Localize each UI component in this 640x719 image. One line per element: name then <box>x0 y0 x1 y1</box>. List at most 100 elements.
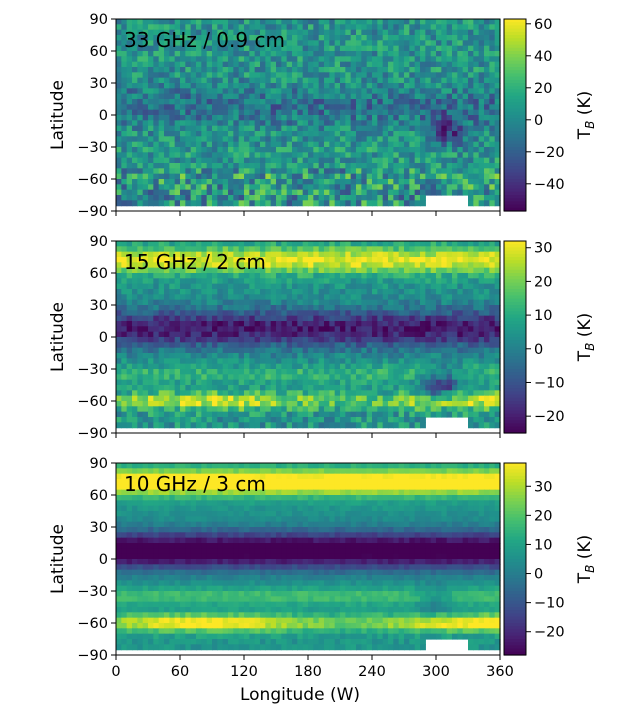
heatmap-cell <box>313 310 320 317</box>
heatmap-cell <box>484 241 490 247</box>
heatmap-cell <box>388 406 394 413</box>
heatmap-cell <box>457 99 464 105</box>
heatmap-cell <box>478 51 485 57</box>
heatmap-cell <box>462 411 469 418</box>
heatmap-cell <box>164 241 170 247</box>
heatmap-cell <box>249 347 256 354</box>
heatmap-cell <box>350 200 357 207</box>
heatmap-cell <box>377 278 384 285</box>
heatmap-cell <box>350 347 357 354</box>
heatmap-cell <box>276 136 282 143</box>
heatmap-cell <box>212 61 218 68</box>
heatmap-cell <box>340 278 346 285</box>
heatmap-cell <box>249 61 256 68</box>
heatmap-cell <box>121 157 128 164</box>
heatmap-cell <box>345 241 352 247</box>
heatmap-cell <box>142 93 149 100</box>
heatmap-cell <box>137 310 144 317</box>
heatmap-cell <box>180 390 186 397</box>
heatmap-cell <box>388 115 394 121</box>
heatmap-cell <box>132 337 138 343</box>
heatmap-cell <box>185 353 192 359</box>
heatmap-cell <box>478 331 485 338</box>
heatmap-cell <box>340 120 346 127</box>
heatmap-cell <box>318 109 325 116</box>
heatmap-cell <box>196 278 202 285</box>
heatmap-cell <box>334 278 341 285</box>
heatmap-cell <box>158 385 165 391</box>
heatmap-cell <box>286 294 293 301</box>
heatmap-cell <box>190 305 197 311</box>
heatmap-cell <box>270 72 277 79</box>
heatmap-cell <box>164 24 170 31</box>
heatmap-cell <box>196 195 202 201</box>
heatmap-cell <box>494 200 501 207</box>
heatmap-cell <box>457 326 464 333</box>
heatmap-cell <box>430 273 437 279</box>
heatmap-cell <box>324 104 330 111</box>
heatmap-cell <box>174 406 181 413</box>
heatmap-cell <box>462 257 469 263</box>
heatmap-cell <box>286 184 293 191</box>
heatmap-cell <box>340 369 346 375</box>
heatmap-cell <box>308 19 314 25</box>
heatmap-cell <box>142 273 149 279</box>
heatmap-cell <box>158 401 165 407</box>
heatmap-cell <box>233 315 240 322</box>
heatmap-cell <box>137 401 144 407</box>
heatmap-cell <box>121 379 128 386</box>
heatmap-cell <box>452 342 458 349</box>
heatmap-cell <box>265 294 272 301</box>
heatmap-cell <box>297 152 304 159</box>
heatmap-cell <box>329 35 336 41</box>
heatmap-cell <box>345 163 352 169</box>
heatmap-cell <box>462 305 469 311</box>
heatmap-cell <box>244 395 250 402</box>
heatmap-cell <box>196 379 202 386</box>
colorbar-segment <box>504 63 526 68</box>
heatmap-cell <box>340 51 346 57</box>
heatmap-cell <box>409 99 416 105</box>
heatmap-cell <box>142 374 149 381</box>
heatmap-cell <box>478 141 485 148</box>
heatmap-cell <box>260 267 266 274</box>
heatmap-cell <box>441 273 448 279</box>
heatmap-cell <box>212 173 218 180</box>
heatmap-cell <box>334 24 341 31</box>
heatmap-cell <box>292 363 298 370</box>
heatmap-cell <box>446 125 453 132</box>
heatmap-cell <box>201 179 208 185</box>
heatmap-cell <box>409 358 416 365</box>
heatmap-cell <box>468 104 474 111</box>
heatmap-cell <box>318 337 325 343</box>
heatmap-cell <box>494 310 501 317</box>
heatmap-cell <box>361 369 368 375</box>
heatmap-cell <box>436 406 442 413</box>
heatmap-cell <box>233 353 240 359</box>
heatmap-cell <box>281 267 288 274</box>
heatmap-cell <box>414 267 421 274</box>
heatmap-cell <box>270 411 277 418</box>
heatmap-cell <box>265 24 272 31</box>
heatmap-cell <box>169 417 176 423</box>
heatmap-cell <box>334 262 341 269</box>
heatmap-cell <box>153 115 160 121</box>
heatmap-cell <box>302 163 309 169</box>
heatmap-cell <box>276 241 282 247</box>
heatmap-cell <box>153 246 160 253</box>
heatmap-cell <box>153 353 160 359</box>
heatmap-cell <box>148 411 154 418</box>
heatmap-cell <box>270 56 277 63</box>
heatmap-cell <box>153 273 160 279</box>
heatmap-cell <box>276 411 282 418</box>
heatmap-cell <box>292 278 298 285</box>
heatmap-cell <box>222 283 229 290</box>
heatmap-cell <box>334 56 341 63</box>
heatmap-cell <box>292 83 298 89</box>
heatmap-cell <box>238 195 245 201</box>
heatmap-cell <box>249 40 256 47</box>
heatmap-cell <box>244 331 250 338</box>
heatmap-cell <box>473 326 480 333</box>
heatmap-cell <box>222 173 229 180</box>
heatmap-cell <box>404 61 410 68</box>
